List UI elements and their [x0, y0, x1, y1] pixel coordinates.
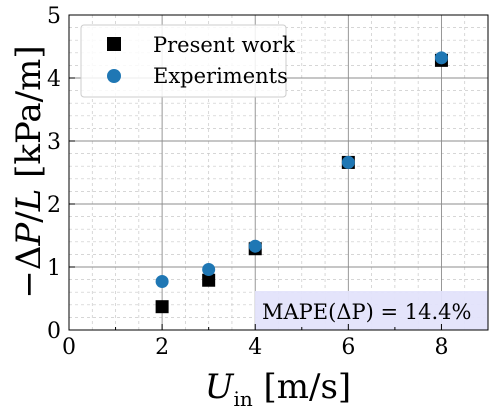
x-tick-label: 4: [248, 335, 262, 360]
x-tick-label: 8: [434, 335, 448, 360]
x-tick-label: 2: [155, 335, 169, 360]
data-point-experiments: [342, 156, 355, 169]
y-axis-title: −ΔP/L [kPa/m]: [9, 45, 49, 298]
y-tick-label: 0: [47, 319, 61, 344]
y-tick-label: 3: [47, 130, 61, 155]
data-point-experiments: [249, 240, 262, 253]
y-tick-label: 5: [47, 4, 61, 29]
x-tick-label: 0: [62, 335, 76, 360]
y-tick-label: 1: [47, 256, 61, 281]
x-tick-label: 6: [341, 335, 355, 360]
annotation-layer: MAPE(ΔP) = 14.4%: [255, 291, 488, 330]
y-tick-label: 2: [47, 193, 61, 218]
legend-label-present-work: Present work: [153, 33, 295, 57]
data-point-experiments: [435, 51, 448, 64]
legend-marker-present-work: [107, 37, 121, 51]
data-point-experiments: [156, 275, 169, 288]
legend: Present work Experiments: [81, 25, 295, 97]
legend-marker-experiments: [107, 69, 121, 83]
data-point-experiments: [202, 263, 215, 276]
legend-label-experiments: Experiments: [153, 64, 288, 88]
x-axis-title: Uin [m/s]: [205, 367, 351, 411]
data-point-present-work: [156, 300, 169, 313]
y-tick-label: 4: [47, 67, 61, 92]
annotation-text: MAPE(ΔP) = 14.4%: [262, 300, 471, 324]
